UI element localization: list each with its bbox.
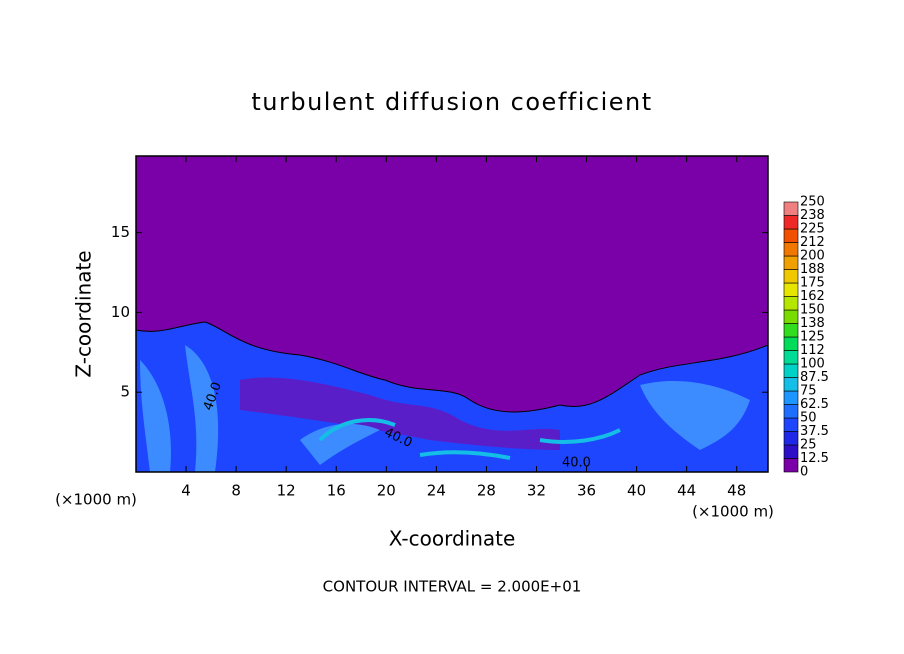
colorbar-label: 238	[800, 208, 825, 223]
colorbar-swatch	[783, 215, 799, 230]
colorbar-swatch	[783, 363, 799, 378]
colorbar-label: 87.5	[800, 370, 829, 385]
colorbar-swatch	[783, 431, 799, 446]
colorbar-swatch	[783, 458, 799, 473]
y-tick-label: 15	[111, 223, 130, 241]
x-tick-label: 44	[677, 482, 696, 500]
x-unit-label: (×1000 m)	[55, 491, 137, 509]
colorbar-swatch	[783, 377, 799, 392]
colorbar-label: 50	[800, 411, 817, 426]
x-tick-label: 32	[527, 482, 546, 500]
colorbar-swatch	[783, 404, 799, 419]
colorbar-swatch	[783, 309, 799, 324]
x-axis-label: X-coordinate	[389, 527, 516, 551]
x-tick-label: 12	[277, 482, 296, 500]
x-tick-label: 20	[377, 482, 396, 500]
colorbar-swatch	[783, 282, 799, 297]
colorbar-label: 225	[800, 222, 825, 237]
colorbar-label: 250	[800, 195, 825, 210]
colorbar-label: 62.5	[800, 397, 829, 412]
field	[135, 156, 769, 473]
x-tick-label: 48	[727, 482, 746, 500]
colorbar-swatch	[783, 255, 799, 270]
colorbar-label: 37.5	[800, 424, 829, 439]
colorbar-swatch	[783, 417, 799, 432]
colorbar-swatch	[783, 269, 799, 284]
colorbar-label: 188	[800, 262, 825, 277]
colorbar-swatch	[783, 201, 799, 216]
colorbar-label: 12.5	[800, 451, 829, 466]
x-unit-label: (×1000 m)	[692, 503, 774, 521]
x-tick-label: 24	[427, 482, 446, 500]
colorbar-swatch	[783, 350, 799, 365]
y-axis-label: Z-coordinate	[72, 250, 96, 377]
x-tick-label: 28	[477, 482, 496, 500]
colorbar-label: 175	[800, 276, 825, 291]
chart-title: turbulent diffusion coefficient	[251, 88, 652, 116]
x-tick-label: 40	[627, 482, 646, 500]
colorbar-swatch	[783, 296, 799, 311]
colorbar-label: 138	[800, 316, 825, 331]
colorbar-label: 150	[800, 303, 825, 318]
contour-label: 40.0	[562, 456, 591, 471]
plot-frame	[135, 155, 769, 473]
colorbar-label: 100	[800, 357, 825, 372]
footnote: CONTOUR INTERVAL = 2.000E+01	[323, 578, 582, 596]
colorbar-swatch	[783, 242, 799, 257]
colorbar-label: 200	[800, 249, 825, 264]
colorbar-label: 125	[800, 330, 825, 345]
x-tick-label: 36	[577, 482, 596, 500]
colorbar-label: 0	[800, 465, 808, 480]
colorbar-label: 75	[800, 384, 817, 399]
x-tick-label: 16	[327, 482, 346, 500]
colorbar-swatch	[783, 323, 799, 338]
colorbar-label: 162	[800, 289, 825, 304]
y-tick-label: 5	[120, 383, 130, 401]
field-region	[240, 377, 560, 450]
field-streak	[318, 418, 621, 460]
colorbar-swatch	[783, 444, 799, 459]
colorbar-swatch	[783, 336, 799, 351]
x-tick-label: 4	[181, 482, 191, 500]
field-region	[140, 345, 750, 472]
colorbar-swatch	[783, 228, 799, 243]
colorbar-swatch	[783, 390, 799, 405]
colorbar-label: 25	[800, 438, 817, 453]
y-tick-label: 10	[111, 303, 130, 321]
x-tick-label: 8	[231, 482, 241, 500]
colorbar-label: 112	[800, 343, 825, 358]
colorbar-label: 212	[800, 235, 825, 250]
